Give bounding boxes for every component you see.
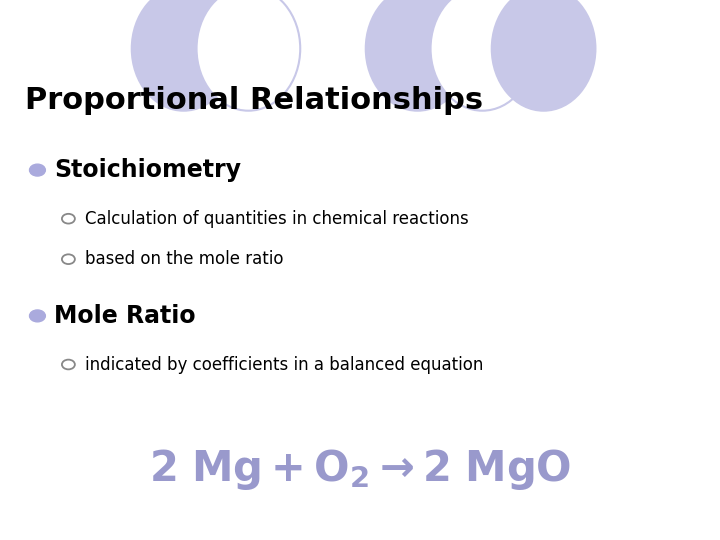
Text: Calculation of quantities in chemical reactions: Calculation of quantities in chemical re… xyxy=(85,210,469,228)
Circle shape xyxy=(62,214,75,224)
Circle shape xyxy=(30,310,45,322)
Text: Mole Ratio: Mole Ratio xyxy=(54,304,196,328)
Ellipse shape xyxy=(492,0,595,111)
Text: Stoichiometry: Stoichiometry xyxy=(54,158,241,182)
Text: $\mathbf{2\ Mg + O_2 \rightarrow 2\ MgO}$: $\mathbf{2\ Mg + O_2 \rightarrow 2\ MgO}… xyxy=(149,447,571,492)
Circle shape xyxy=(62,360,75,369)
Circle shape xyxy=(30,164,45,176)
Ellipse shape xyxy=(197,0,300,111)
Text: Proportional Relationships: Proportional Relationships xyxy=(25,86,483,116)
Ellipse shape xyxy=(132,0,235,111)
Circle shape xyxy=(62,254,75,264)
Ellipse shape xyxy=(366,0,469,111)
Text: indicated by coefficients in a balanced equation: indicated by coefficients in a balanced … xyxy=(85,355,483,374)
Ellipse shape xyxy=(431,0,534,111)
Text: based on the mole ratio: based on the mole ratio xyxy=(85,250,284,268)
